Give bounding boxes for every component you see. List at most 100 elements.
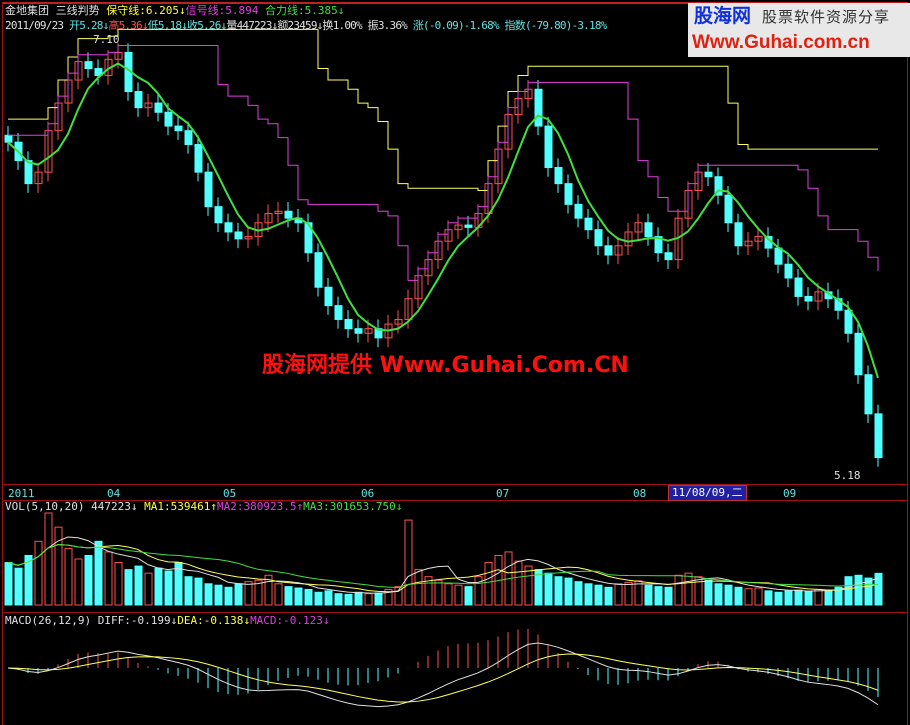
volume-bar [754,587,763,606]
volume-bar [284,586,293,606]
volume-bar [204,583,213,606]
candle-body [394,318,403,325]
volume-bar [594,584,603,606]
volume-bar [764,590,773,606]
close: 5.26 [197,19,221,32]
volume-bar [584,583,593,606]
volume-bar [614,583,623,606]
candle-body [234,231,243,240]
volume-bar [604,586,613,606]
high: 5.36 [118,19,143,32]
volume-bar [734,586,743,606]
volume-bar [344,593,353,606]
candle-body [354,328,363,334]
volume-bar [874,572,883,606]
candle-body [754,236,763,242]
volume-bar [484,562,493,606]
volume-bar [684,572,693,606]
x-tick-label: 08 [633,487,647,500]
signal-line-value: 5.894 [225,4,259,17]
low: 5.18 [157,19,182,32]
dea-line [7,653,879,703]
candle-body [834,298,843,311]
candle-body [164,111,173,127]
volume-bar [294,587,303,606]
volume-bar [264,574,273,606]
volume-bar [414,569,423,606]
x-tick-label: 09 [783,487,797,500]
change: (-0.09)-1.68% [423,19,500,32]
volume-bar [574,581,583,606]
volume-bar [864,577,873,606]
volume-bar [374,592,383,606]
candle-body [154,102,163,113]
volume-bar [444,583,453,606]
candle-body [584,217,593,231]
volume-bar [24,554,33,606]
volume-bar [524,565,533,606]
volume-bar [834,586,843,606]
candle-body [774,247,783,265]
x-tick-label: 2011 [8,487,35,500]
min-price-label: 5.18 [834,469,861,482]
open: 5.28 [79,19,103,32]
guard-line [8,28,878,192]
volume-bar [224,586,233,606]
volume-bar [114,562,123,606]
candle-body [194,144,203,173]
candle-body [304,222,313,254]
candle-body [564,183,573,205]
volume-bar [304,588,313,606]
amount: 23459 [287,19,318,32]
volume-bar [234,583,243,606]
candle-body [614,245,623,256]
volume-bar [184,576,193,606]
candle-body [284,210,293,219]
vol-ma3 [7,544,879,589]
diff-line [7,642,879,708]
candle-body [704,171,713,178]
volume-bar [64,547,73,606]
volume-bar [54,526,63,606]
volume-bar [314,591,323,606]
combined-line [7,62,879,379]
guhai-logo: 股海网 股票软件资源分享 Www.Guhai.com.cn [688,3,910,57]
volume-bar [244,581,253,606]
volume-bar [844,576,853,606]
candle-body [174,125,183,132]
volume-bar [44,512,53,606]
volume-bar [714,583,723,606]
volume-bar [784,590,793,606]
volume-bar [14,567,23,606]
volume-bar [34,540,43,606]
candle-body [814,291,823,302]
volume-bar [554,576,563,606]
candle-body [204,171,213,208]
candle-body [714,176,723,196]
volume: 447223 [236,19,273,32]
volume-bar [384,588,393,606]
volume-bar [354,591,363,606]
volume-bar [854,574,863,606]
candle-body [544,125,553,169]
volume-bar [274,583,283,606]
volume-bar [774,591,783,606]
x-tick-label: 06 [361,487,375,500]
signal-line [8,45,879,281]
candle-body [134,91,143,109]
cursor-date-label: 11/08/09,二 [668,485,747,501]
candle-body [314,252,323,288]
candle-body [574,203,583,219]
volume-bar [454,584,463,606]
candle-body [734,222,743,247]
volume-bar [424,576,433,606]
candle-body [264,213,273,224]
volume-bar [404,519,413,606]
volume-bar [634,580,643,606]
max-price-label: 7.10 [93,33,120,46]
candle-body [4,134,13,143]
volume-bar [744,588,753,606]
